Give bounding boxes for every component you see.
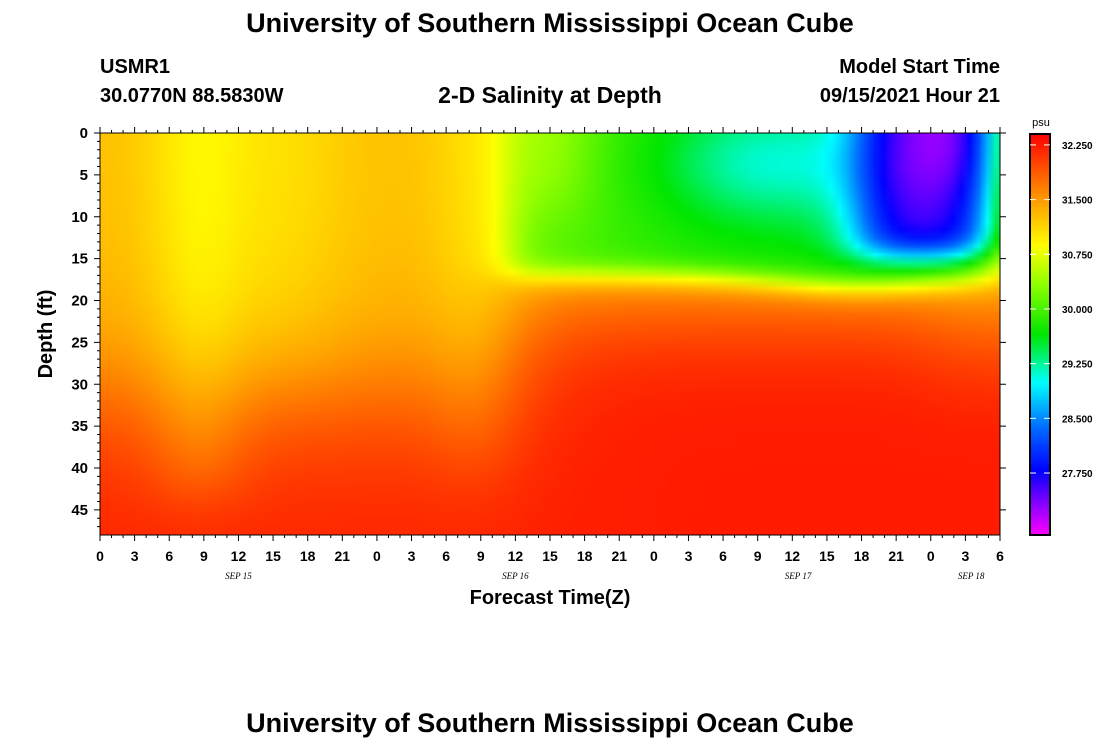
x-tick-label: 3 [408,548,416,564]
y-tick-label: 40 [71,460,88,477]
x-tick-label: 0 [927,548,935,564]
x-tick-label: 6 [165,548,173,564]
x-axis: 0 3 6 9 12 15 18 21 0 3 6 9 12 15 18 21 0 3 6 9 12 15 18 21 0 3 6 S… [96,127,1004,581]
model-start-label: Model Start Time [839,56,1000,78]
colorbar-frame [1029,133,1051,536]
y-tick-label: 0 [80,125,88,142]
chart-subtitle: 2-D Salinity at Depth [438,82,662,108]
y-axis-label: Depth (ft) [35,290,57,379]
chart-title: University of Southern Mississippi Ocean… [246,8,854,38]
colorbar-tick-label: 27.750 [1062,469,1093,480]
colorbar: psu 32.250 31.500 30.750 30.000 29.250 28.500… [1029,117,1093,536]
colorbar-tick-label: 32.250 [1062,141,1093,152]
colorbar-tick-label: 30.000 [1062,305,1093,316]
x-tick-label: 6 [442,548,450,564]
x-tick-label: 12 [508,548,524,564]
y-tick-label: 35 [71,418,88,435]
date-label: SEP 16 [502,571,529,581]
x-tick-label: 15 [265,548,281,564]
y-tick-label: 15 [71,251,88,268]
station-id: USMR1 [100,56,171,78]
y-tick-label: 10 [71,209,88,226]
model-start-value: 09/15/2021 Hour 21 [819,85,1000,107]
x-tick-label: 9 [477,548,485,564]
y-tick-label: 20 [71,293,88,310]
y-tick-label: 5 [80,167,88,184]
y-tick-label: 25 [71,334,88,351]
x-tick-label: 0 [96,548,104,564]
x-tick-label: 3 [961,548,969,564]
x-tick-label: 21 [611,548,627,564]
date-label: SEP 15 [225,571,252,581]
salinity-heatmap [100,133,1000,535]
x-tick-label: 21 [335,548,351,564]
x-tick-label: 3 [131,548,139,564]
colorbar-tick-label: 29.250 [1062,360,1093,371]
colorbar-tick-label: 31.500 [1062,196,1093,207]
x-tick-label: 3 [685,548,693,564]
date-label: SEP 18 [958,571,985,581]
x-tick-label: 15 [819,548,835,564]
x-tick-label: 12 [785,548,801,564]
colorbar-unit: psu [1032,117,1050,129]
colorbar-tick-label: 28.500 [1062,414,1093,425]
x-tick-label: 18 [577,548,593,564]
x-tick-label: 6 [996,548,1004,564]
x-tick-label: 0 [650,548,658,564]
x-tick-label: 18 [300,548,316,564]
x-tick-label: 9 [200,548,208,564]
colorbar-gradient [1030,134,1050,535]
x-tick-label: 0 [373,548,381,564]
y-tick-label: 30 [71,376,88,393]
x-tick-label: 15 [542,548,558,564]
footer-title: University of Southern Mississippi Ocean… [246,708,854,738]
x-axis-label: Forecast Time(Z) [470,587,631,609]
x-tick-label: 18 [854,548,870,564]
date-label: SEP 17 [785,571,812,581]
x-tick-label: 9 [754,548,762,564]
y-axis: 0 5 10 15 20 25 30 35 40 45 [71,125,1006,528]
x-tick-label: 12 [231,548,247,564]
y-tick-label: 45 [71,502,88,519]
x-tick-label: 6 [719,548,727,564]
x-tick-label: 21 [888,548,904,564]
colorbar-tick-label: 30.750 [1062,250,1093,261]
station-coordinates: 30.0770N 88.5830W [100,85,284,107]
